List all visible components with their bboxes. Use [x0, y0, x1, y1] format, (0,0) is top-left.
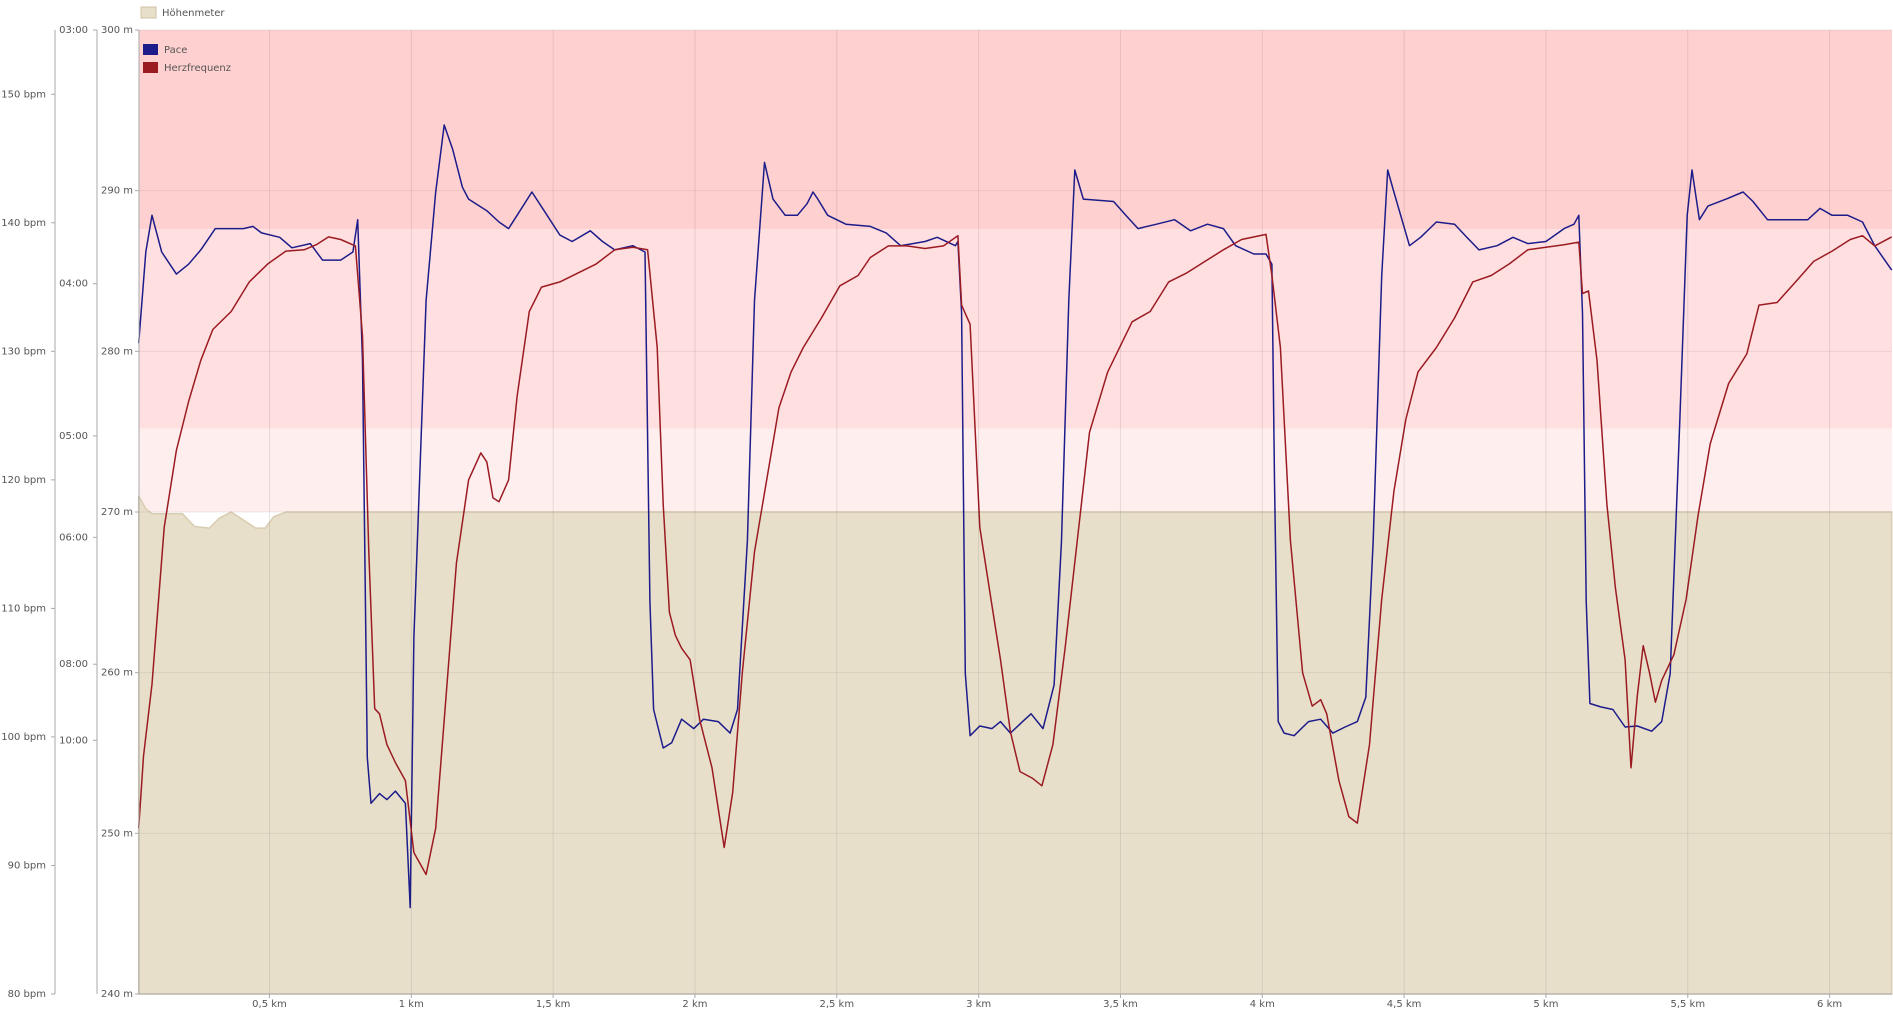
x-tick-label: 6 km — [1817, 999, 1842, 1010]
y3-tick-label: 270 m — [101, 507, 133, 518]
y2-tick-label: 03:00 — [59, 25, 88, 36]
series-line — [137, 233, 1893, 876]
x-tick-label: 0,5 km — [252, 999, 287, 1010]
y-tick-label: 150 bpm — [1, 89, 46, 100]
legend-label: Höhenmeter — [162, 8, 225, 19]
legend-swatch — [140, 6, 157, 19]
y3-tick-label: 260 m — [101, 668, 133, 679]
zone-band — [139, 229, 1892, 429]
y3-tick-label: 290 m — [101, 186, 133, 197]
y-tick-label: 100 bpm — [1, 732, 46, 743]
legend-swatch — [143, 44, 158, 55]
y3-tick-label: 300 m — [101, 25, 133, 36]
x-tick-label: 5 km — [1533, 999, 1558, 1010]
y3-tick-label: 280 m — [101, 346, 133, 357]
y-tick-label: 140 bpm — [1, 218, 46, 229]
x-tick-label: 4 km — [1250, 999, 1275, 1010]
legend-label: Pace — [164, 45, 187, 56]
x-tick-label: 3,5 km — [1103, 999, 1138, 1010]
x-tick-label: 4,5 km — [1387, 999, 1422, 1010]
y-tick-label: 80 bpm — [8, 989, 46, 1000]
zone-band — [139, 428, 1892, 512]
x-tick-label: 1 km — [399, 999, 424, 1010]
y-tick-label: 110 bpm — [1, 603, 46, 614]
y2-tick-label: 08:00 — [59, 659, 88, 670]
legend-swatch — [143, 62, 158, 73]
legend-label: Herzfrequenz — [164, 63, 231, 74]
y2-tick-label: 04:00 — [59, 279, 88, 290]
y3-tick-label: 240 m — [101, 989, 133, 1000]
y2-tick-label: 05:00 — [59, 431, 88, 442]
x-tick-label: 1,5 km — [536, 999, 571, 1010]
y-tick-label: 130 bpm — [1, 346, 46, 357]
y2-tick-label: 06:00 — [59, 532, 88, 543]
x-tick-label: 5,5 km — [1670, 999, 1705, 1010]
x-tick-label: 2 km — [682, 999, 707, 1010]
series-layer — [137, 124, 1893, 995]
elevation-area — [137, 495, 1893, 995]
x-tick-label: 2,5 km — [819, 999, 854, 1010]
y2-tick-label: 10:00 — [59, 735, 88, 746]
y-tick-label: 120 bpm — [1, 475, 46, 486]
zone-band — [139, 30, 1892, 230]
y-tick-label: 90 bpm — [8, 860, 46, 871]
y3-tick-label: 250 m — [101, 828, 133, 839]
x-tick-label: 3 km — [966, 999, 991, 1010]
